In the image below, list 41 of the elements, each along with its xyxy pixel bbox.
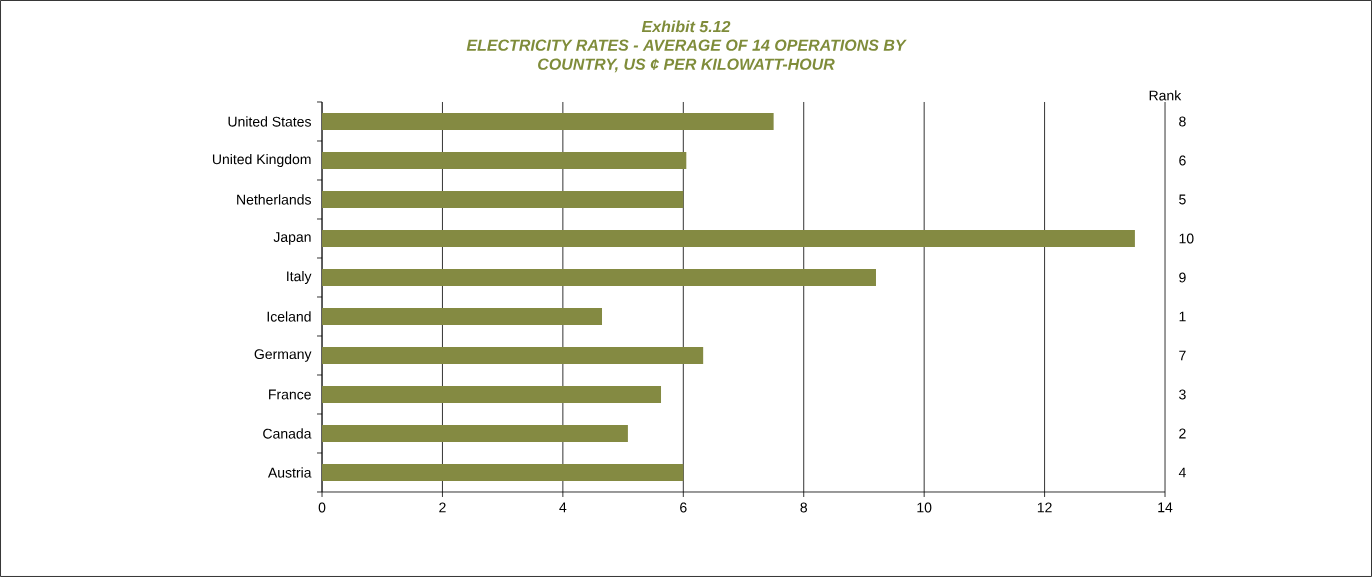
bar [322, 268, 876, 286]
y-tick-label: United Kingdom [212, 153, 311, 168]
y-tick-label: Canada [263, 428, 312, 439]
chart-title: Exhibit 5.12 [641, 20, 731, 33]
bar [322, 346, 704, 364]
text: 6 [1179, 155, 1186, 166]
y-tick-label: Iceland [267, 311, 311, 322]
bar [322, 190, 684, 208]
y-tick-label: Netherlands [237, 194, 311, 205]
text: Rank [1149, 90, 1182, 101]
y-tick-label: Italy [287, 270, 312, 285]
bar [322, 463, 684, 481]
x-tick-label: 14 [1158, 502, 1173, 513]
y-tick-label: Austria [267, 467, 312, 478]
text: 4 [1178, 467, 1186, 478]
x-tick-label: 2 [439, 502, 446, 513]
text: 10 [1179, 233, 1194, 244]
chart-subtitle: ELECTRICITY RATES - AVERAGE OF 14 OPERATIONS BY COUNTRY, US ¢ PER KILOWATT-HOUR [466, 39, 907, 73]
bar [322, 424, 628, 442]
text: 2 [1179, 428, 1186, 439]
text: 5 [1179, 194, 1186, 205]
x-tick-label: 0 [318, 502, 326, 513]
text: 7 [1179, 350, 1186, 361]
x-tick-label: 8 [800, 502, 808, 513]
bar [322, 151, 687, 169]
bar [322, 385, 662, 403]
text: 1 [1179, 311, 1186, 322]
text: 8 [1179, 116, 1186, 127]
x-tick-label: 6 [680, 502, 687, 513]
y-tick-label: United States [228, 116, 311, 127]
bar [322, 307, 603, 325]
y-tick-label: Germany [254, 349, 312, 362]
x-tick-label: 4 [559, 502, 567, 513]
text: 3 [1179, 389, 1186, 400]
bar [322, 229, 1135, 247]
x-tick-label: 10 [917, 502, 932, 513]
text: 9 [1179, 272, 1186, 283]
bar [322, 112, 774, 130]
y-tick-label: France [269, 389, 311, 400]
y-tick-label: Japan [273, 232, 311, 245]
x-tick-label: 12 [1037, 502, 1052, 513]
